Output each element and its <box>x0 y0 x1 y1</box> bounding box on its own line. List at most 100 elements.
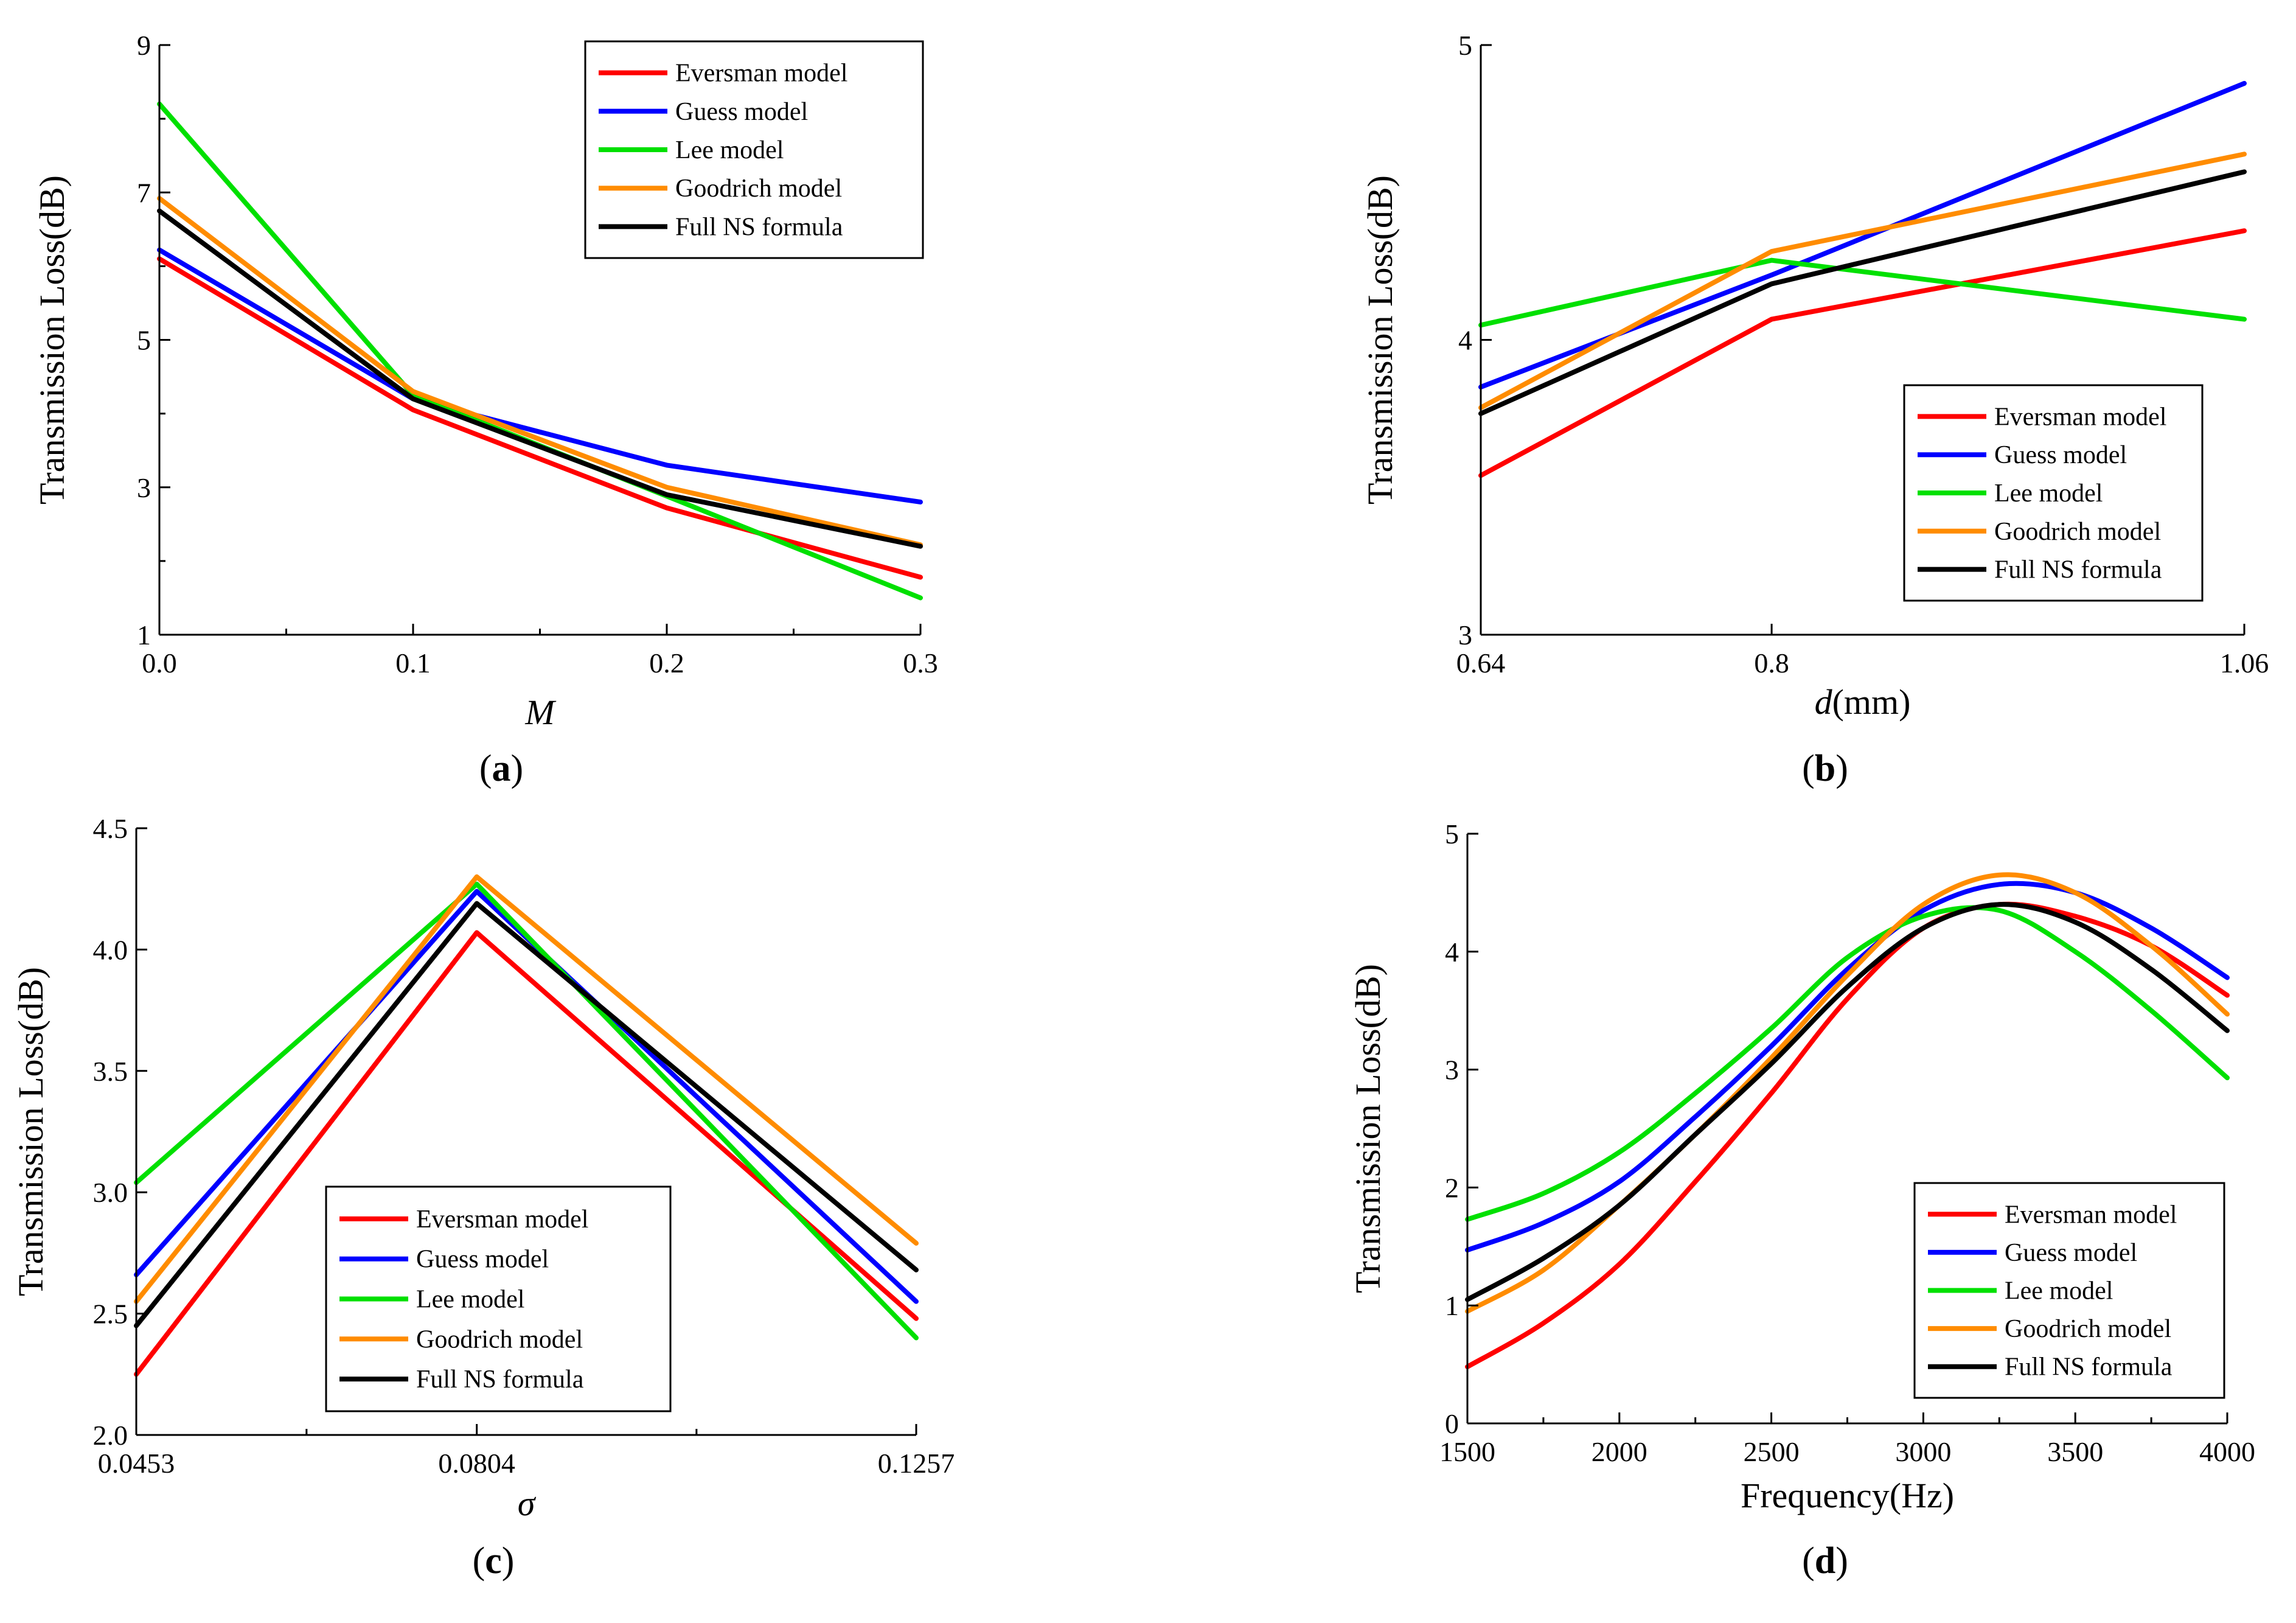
x-tick-label: 1.06 <box>2220 647 2269 679</box>
y-tick-label: 2.0 <box>93 1420 128 1451</box>
x-tick-label: 0.1 <box>395 647 431 679</box>
chart-panel-c: 0.0453 0.0804 0.1257 2.0 2.5 3.0 3.5 4.0 4.5 σ Tra… <box>11 813 955 1582</box>
x-axis-title-variable: d <box>1815 682 1833 722</box>
chart-panel-d: 1500 2000 2500 3000 3500 4000 0 1 2 3 4 5 Frequency(… <box>1348 818 2255 1582</box>
legend-label-full-ns-formula: Full NS formula <box>416 1366 584 1394</box>
y-tick-label: 1 <box>1445 1290 1459 1321</box>
x-tick-label: 0.64 <box>1456 647 1506 679</box>
legend-label-full-ns-formula: Full NS formula <box>675 213 843 241</box>
y-tick-label: 2.5 <box>93 1299 128 1330</box>
legend-label-guess-model: Guess model <box>675 98 808 126</box>
y-tick-label: 3.0 <box>93 1177 128 1208</box>
legend-label-full-ns-formula: Full NS formula <box>1994 556 2162 584</box>
legend-label-eversman-model: Eversman model <box>675 60 847 88</box>
legend-label-goodrich-model: Goodrich model <box>675 175 842 203</box>
panel-caption: (a) <box>479 748 523 789</box>
y-tick-label: 7 <box>137 177 151 208</box>
series-line-goodrich-model <box>134 874 919 1304</box>
caption-open: ( <box>479 748 492 789</box>
x-tick-label: 0.0453 <box>98 1448 175 1479</box>
x-tick-label: 2500 <box>1744 1436 1800 1467</box>
x-tick-label: 0.0804 <box>438 1448 515 1479</box>
legend: Eversman model Guess model Lee model Goodri… <box>584 40 924 259</box>
x-axis-title: σ <box>518 1484 537 1523</box>
y-tick-label: 3 <box>137 472 151 503</box>
series-line-full-ns-formula <box>157 208 923 549</box>
panel-caption: (d) <box>1802 1540 1848 1582</box>
series-line-goodrich-model <box>157 195 923 548</box>
y-tick-label: 4.0 <box>93 934 128 965</box>
series-line-eversman-model <box>157 256 923 580</box>
caption-letter: c <box>485 1540 502 1582</box>
legend-label-goodrich-model: Goodrich model <box>1994 518 2161 546</box>
y-tick-label: 3 <box>1458 620 1472 651</box>
y-tick-label: 3 <box>1445 1055 1459 1086</box>
legend: Eversman model Guess model Lee model Goodri… <box>1903 384 2204 602</box>
panel-caption: (c) <box>473 1540 515 1582</box>
series-line-guess-model <box>157 247 923 504</box>
legend-label-lee-model: Lee model <box>2005 1277 2113 1305</box>
caption-open: ( <box>1802 1540 1815 1582</box>
x-tick-label: 2000 <box>1592 1436 1647 1467</box>
x-tick-label: 0.8 <box>1754 647 1789 679</box>
y-tick-label: 2 <box>1445 1172 1459 1203</box>
legend-label-lee-model: Lee model <box>1994 480 2103 508</box>
x-axis-title-unit: (mm) <box>1832 682 1911 722</box>
x-tick-label: 4000 <box>2199 1436 2255 1467</box>
caption-open: ( <box>1802 748 1815 789</box>
chart-panel-a: 0.0 0.1 0.2 0.3 1 3 5 7 9 M Transmission Loss(dB) E… <box>32 30 938 789</box>
x-tick-label: 0.1257 <box>878 1448 955 1479</box>
y-tick-label: 4 <box>1445 937 1459 968</box>
y-axis-title: Transmission Loss(dB) <box>11 967 50 1296</box>
series-line-full-ns-formula <box>134 901 919 1328</box>
series-line-lee-model <box>134 881 919 1341</box>
panel-caption: (b) <box>1802 748 1848 789</box>
y-tick-label: 5 <box>1458 30 1472 61</box>
y-tick-label: 1 <box>137 620 151 651</box>
series-line-goodrich-model <box>1478 152 2247 410</box>
legend-label-guess-model: Guess model <box>416 1246 549 1274</box>
x-tick-label: 0.0 <box>142 647 177 679</box>
legend-label-eversman-model: Eversman model <box>2005 1201 2177 1229</box>
y-axis-title: Transmission Loss(dB) <box>32 175 72 504</box>
series-line-lee-model <box>1478 257 2247 328</box>
y-tick-label: 9 <box>137 30 151 61</box>
legend: Eversman model Guess model Lee model Goodri… <box>325 1185 672 1412</box>
x-tick-label: 0.2 <box>649 647 684 679</box>
chart-panel-b: 0.64 0.8 1.06 3 4 5 d(mm) Transmission Loss(dB)… <box>1360 30 2269 789</box>
legend-label-lee-model: Lee model <box>675 136 784 164</box>
y-tick-label: 4.5 <box>93 813 128 844</box>
x-tick-label: 0.3 <box>903 647 938 679</box>
x-axis-title: M <box>524 693 556 732</box>
legend-label-goodrich-model: Goodrich model <box>416 1325 583 1353</box>
caption-close: ) <box>1835 1540 1848 1582</box>
legend-label-eversman-model: Eversman model <box>1994 403 2166 431</box>
y-axis-title: Transmission Loss(dB) <box>1348 964 1388 1293</box>
y-tick-label: 4 <box>1458 325 1472 356</box>
legend-label-full-ns-formula: Full NS formula <box>2005 1353 2173 1381</box>
y-tick-label: 3.5 <box>93 1056 128 1087</box>
legend-label-guess-model: Guess model <box>2005 1239 2137 1267</box>
x-tick-label: 3500 <box>2047 1436 2103 1467</box>
legend-label-lee-model: Lee model <box>416 1286 524 1314</box>
caption-close: ) <box>502 1540 515 1582</box>
caption-letter: a <box>492 748 511 789</box>
series-line-full-ns-formula <box>1478 169 2247 416</box>
legend-label-guess-model: Guess model <box>1994 441 2127 469</box>
legend-label-goodrich-model: Goodrich model <box>2005 1315 2171 1343</box>
series-line-full-ns-formula <box>1465 902 2230 1302</box>
series-line-guess-model <box>1465 881 2230 1253</box>
series-line-eversman-model <box>1465 901 2230 1369</box>
caption-open: ( <box>473 1540 485 1582</box>
x-tick-label: 3000 <box>1895 1436 1951 1467</box>
series-line-lee-model <box>1465 905 2230 1222</box>
caption-letter: b <box>1815 748 1835 789</box>
series-line-guess-model <box>134 888 919 1304</box>
caption-close: ) <box>511 748 524 789</box>
caption-letter: d <box>1815 1540 1835 1582</box>
x-tick-label: 1500 <box>1439 1436 1495 1467</box>
x-axis-title: Frequency(Hz) <box>1741 1476 1954 1515</box>
series-line-eversman-model <box>1478 228 2247 478</box>
y-tick-label: 5 <box>1445 818 1459 850</box>
